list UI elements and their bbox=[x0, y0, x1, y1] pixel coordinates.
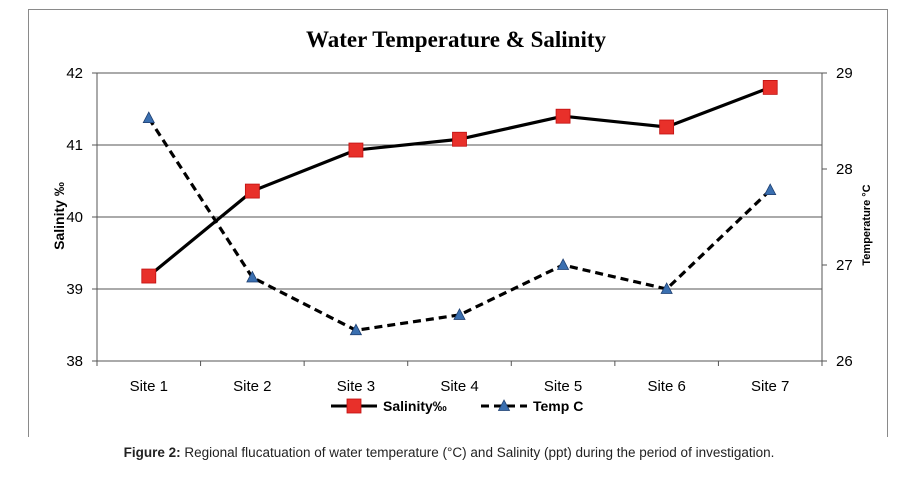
x-tick-label: Site 2 bbox=[233, 378, 271, 395]
data-point bbox=[762, 80, 778, 95]
y-tick-label: 42 bbox=[66, 65, 83, 82]
legend-label: Temp C bbox=[533, 398, 583, 414]
legend-item: Salinity‰ bbox=[331, 398, 447, 414]
series-layer bbox=[141, 80, 778, 336]
axes: 38 39 40 41 42 26 27 28 29 Site 1 Site 2 Site 3 Site… bbox=[66, 65, 852, 395]
data-point bbox=[660, 282, 673, 294]
data-point bbox=[452, 131, 467, 147]
y-axis-title: Salinity ‰ bbox=[51, 182, 67, 250]
y-tick-label: 41 bbox=[66, 137, 83, 154]
y2-axis-title: Temperature °C bbox=[861, 184, 873, 265]
data-point bbox=[349, 323, 363, 336]
series-line bbox=[147, 85, 771, 278]
data-point bbox=[244, 183, 260, 199]
y2-tick-label: 26 bbox=[836, 353, 853, 370]
series-line bbox=[147, 117, 772, 332]
chart: Water Temperature & Salinity 38 39 40 41 42 2… bbox=[51, 27, 873, 414]
x-tick-label: Site 6 bbox=[647, 378, 685, 395]
x-tick-label: Site 3 bbox=[337, 378, 375, 395]
data-point bbox=[141, 268, 157, 284]
data-point bbox=[556, 258, 570, 270]
y-tick-label: 38 bbox=[66, 353, 83, 370]
data-point bbox=[764, 183, 777, 196]
chart-title: Water Temperature & Salinity bbox=[306, 27, 607, 52]
x-tick-label: Site 4 bbox=[440, 378, 478, 395]
series-2 bbox=[142, 111, 777, 336]
data-point bbox=[348, 142, 364, 158]
y2-tick-label: 28 bbox=[836, 161, 853, 178]
x-tick-label: Site 1 bbox=[130, 378, 168, 395]
chart-frame bbox=[28, 9, 888, 437]
y-tick-label: 39 bbox=[66, 281, 83, 298]
x-tick-label: Site 7 bbox=[751, 378, 789, 395]
y2-tick-label: 27 bbox=[836, 257, 853, 274]
caption-label: Figure 2: bbox=[123, 445, 181, 460]
legend-label: Salinity‰ bbox=[383, 398, 447, 414]
data-point bbox=[555, 108, 571, 124]
legend-item: Temp C bbox=[481, 398, 583, 414]
data-point bbox=[453, 308, 466, 320]
legend-marker bbox=[497, 399, 511, 411]
legend-marker bbox=[346, 398, 362, 414]
figure-caption: Figure 2: Regional flucatuation of water… bbox=[0, 445, 898, 460]
legend: Salinity‰ Temp C bbox=[331, 398, 583, 414]
y-tick-label: 40 bbox=[66, 209, 83, 226]
data-point bbox=[659, 119, 675, 135]
y2-tick-label: 29 bbox=[836, 65, 853, 82]
caption-text: Regional flucatuation of water temperatu… bbox=[180, 445, 775, 460]
data-point bbox=[246, 270, 259, 283]
series-1 bbox=[141, 80, 778, 284]
x-tick-label: Site 5 bbox=[544, 378, 582, 395]
data-point bbox=[142, 111, 155, 124]
